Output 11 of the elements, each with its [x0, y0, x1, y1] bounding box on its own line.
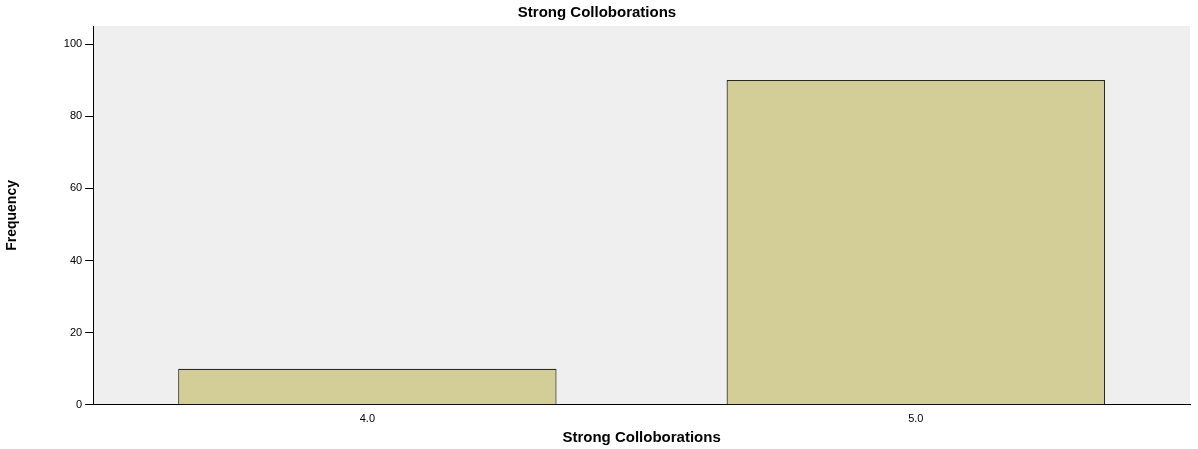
- x-tick-label: 4.0: [359, 412, 376, 425]
- x-tick-label: 5.0: [908, 412, 924, 425]
- y-tick-label: 40: [69, 253, 83, 266]
- y-tick-label: 80: [69, 109, 83, 122]
- chart-title: Strong Colloborations: [517, 3, 677, 21]
- y-tick-label: 60: [69, 181, 83, 194]
- y-tick-label: 0: [76, 397, 83, 410]
- y-tick-label: 20: [69, 325, 83, 338]
- y-axis-title: Frequency: [3, 179, 20, 251]
- x-axis-title: Strong Colloborations: [562, 428, 721, 446]
- y-tick-label: 100: [63, 37, 83, 50]
